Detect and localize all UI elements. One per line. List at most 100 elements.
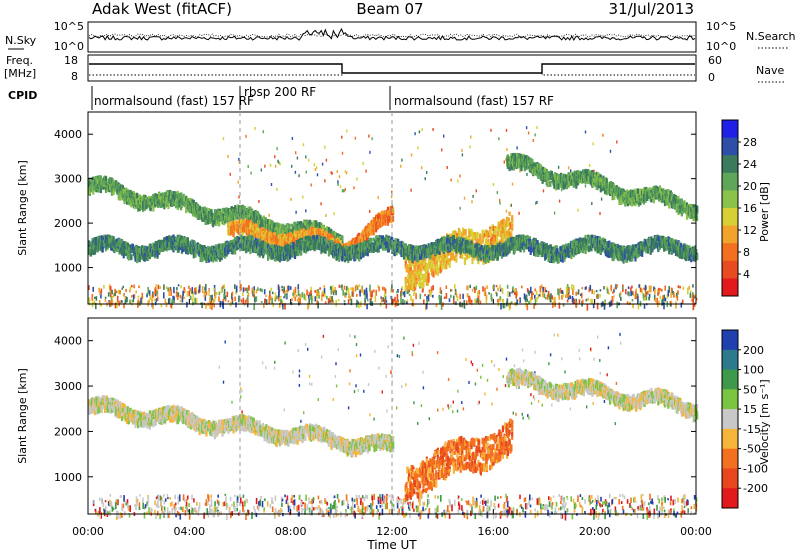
echo-cell [234,215,237,221]
echo-cell [175,198,178,202]
scatter-cell [424,293,426,297]
scatter-cell [305,155,307,159]
echo-cell [412,269,415,276]
echo-cell [207,208,211,213]
scatter-cell [310,286,312,292]
scatter-cell [427,294,430,302]
echo-cell [287,245,290,250]
scatter-cell [231,291,234,296]
scatter-cell [179,299,182,303]
scatter-cell [554,296,556,303]
scatter-cell [216,292,218,295]
scatter-cell [296,156,299,160]
scatter-cell [198,286,201,293]
scatter-cell [346,129,348,133]
scatter-cell [329,295,332,301]
echo-cell [286,229,289,236]
scatter-cell [146,293,148,296]
echo-cell [377,215,380,222]
scatter-cell [469,298,472,305]
scatter-cell [407,289,409,294]
scatter-cell [303,293,306,300]
echo-cell [97,185,100,193]
scatter-cell [280,296,282,299]
noise-right-label: N.Search [746,30,796,43]
scatter-cell [578,299,581,304]
scatter-cell [304,294,307,301]
scatter-cell [205,303,207,309]
echo-cell [262,223,265,230]
scatter-cell [559,287,562,294]
scatter-cell [627,286,630,290]
scatter-cell [179,294,182,299]
echo-cell [88,240,91,247]
cpid-segment-1: normalsound (fast) 157 RF [94,94,254,108]
echo-cell [151,201,154,207]
scatter-cell [369,291,372,298]
scatter-cell [670,303,672,307]
echo-cell [234,237,237,243]
scatter-cell [668,286,670,293]
scatter-cell [147,287,149,294]
scatter-cell [277,159,279,163]
scatter-cell [264,164,266,168]
scatter-cell [129,289,131,293]
scatter-cell [358,284,361,287]
scatter-cell [323,285,326,288]
echo-cell [231,241,234,246]
scatter-cell [192,291,195,298]
echo-cell [256,215,259,224]
scatter-cell [490,128,492,132]
scatter-cell [175,291,178,298]
scatter-cell [334,287,336,293]
echo-cell [263,234,266,239]
noise-right-tick-top: 10^5 [706,20,736,33]
scatter-cell [114,288,116,293]
echo-cell [454,231,457,236]
scatter-cell [274,298,276,301]
scatter-cell [124,300,127,304]
scatter-cell [396,300,398,306]
scatter-cell [308,294,310,299]
echo-cell [243,235,246,243]
scatter-cell [100,303,103,307]
scatter-cell [223,284,226,289]
echo-cell [493,236,496,243]
scatter-cell [359,290,361,297]
power-data-layer [88,126,699,311]
scatter-cell [355,302,358,308]
scatter-cell [484,287,486,291]
scatter-cell [111,289,113,295]
scatter-cell [543,293,546,298]
echo-cell [237,213,240,217]
scatter-cell [110,299,112,306]
echo-cell [338,238,341,242]
scatter-cell [132,298,135,303]
scatter-cell [310,294,312,300]
scatter-cell [415,293,417,300]
scatter-cell [432,128,434,131]
scatter-cell [189,288,192,292]
noise-left-tick-bottom: 10^0 [54,40,84,53]
echo-cell [384,218,387,226]
scatter-cell [274,155,276,159]
scatter-cell [263,289,266,295]
echo-cell [481,235,484,244]
echo-cell [406,264,409,271]
echo-cell [149,205,152,212]
scatter-cell [108,301,111,306]
scatter-cell [223,293,225,300]
echo-cell [172,234,175,238]
echo-cell [212,255,215,263]
scatter-cell [309,292,311,296]
scatter-cell [443,296,446,299]
scatter-cell [658,300,660,306]
scatter-cell [163,284,165,290]
scatter-cell [382,286,384,291]
scatter-cell [220,288,223,294]
scatter-cell [307,302,309,309]
scatter-cell [505,128,508,132]
scatter-cell [262,130,264,134]
scatter-cell [445,292,448,299]
scatter-cell [459,174,461,178]
